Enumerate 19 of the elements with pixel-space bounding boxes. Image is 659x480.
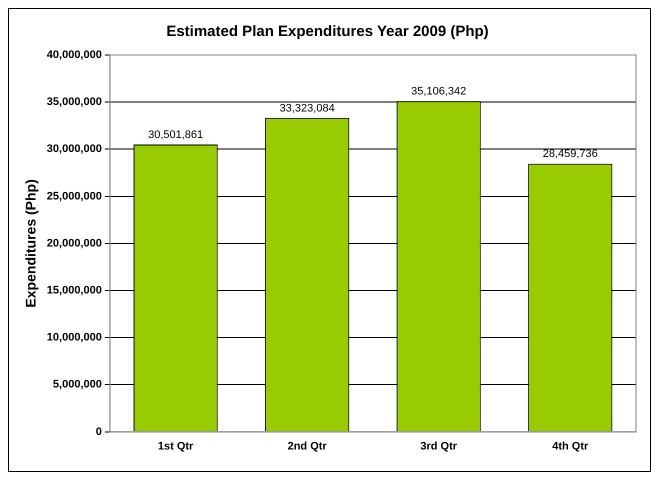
y-tick-label: 10,000,000 [46,332,102,344]
y-tick-label: 30,000,000 [46,143,102,156]
data-label: 28,459,736 [542,148,598,160]
data-label: 33,323,084 [280,102,335,114]
x-tick-label: 3rd Qtr [420,440,458,452]
y-tick-label: 25,000,000 [46,190,102,202]
data-label: 35,106,342 [411,86,466,98]
x-tick-label: 2nd Qtr [288,440,328,452]
y-tick-label: 40,000,000 [46,49,102,62]
chart-title: Estimated Plan Expenditures Year 2009 (Php) [166,23,489,40]
y-tick-label: 20,000,000 [46,237,102,250]
x-tick-label: 4th Qtr [552,440,589,452]
y-axis-title: Expenditures (Php) [22,179,38,308]
y-tick-label: 0 [96,426,102,438]
data-label: 30,501,861 [148,129,204,142]
y-tick-label: 35,000,000 [46,96,102,108]
y-tick-label: 15,000,000 [46,284,102,297]
y-tick-label: 5,000,000 [52,378,102,391]
x-tick-label: 1st Qtr [158,440,194,452]
